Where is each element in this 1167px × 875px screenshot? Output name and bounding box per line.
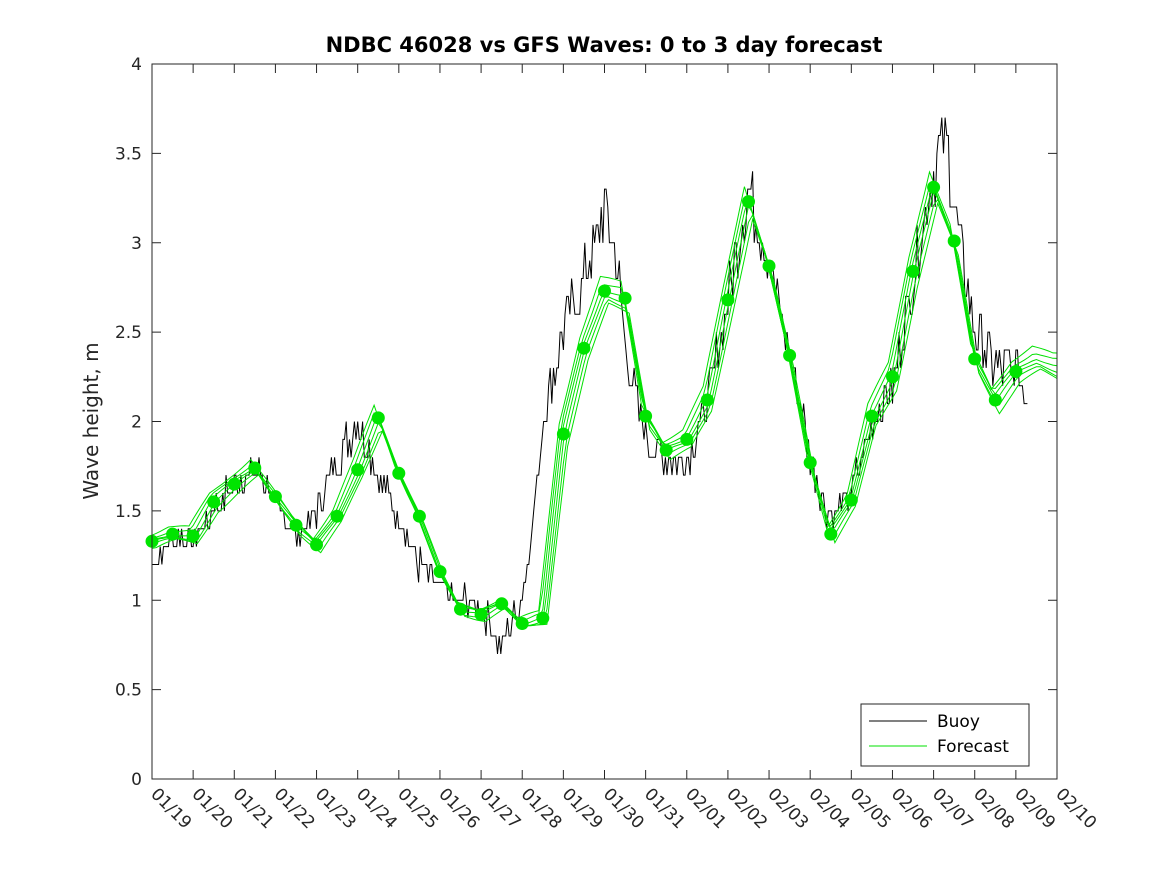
forecast-marker [227, 477, 241, 491]
plot-frame [151, 63, 1058, 780]
x-tick-label: 02/08 [969, 784, 1018, 833]
y-axis: 0 0.5 1 1.5 2 2.5 3 3.5 4 [115, 55, 1057, 790]
x-tick-label: 02/04 [805, 784, 854, 833]
forecast-marker [433, 565, 447, 579]
chart-title: NDBC 46028 vs GFS Waves: 0 to 3 day fore… [326, 33, 883, 57]
forecast-marker [186, 529, 200, 543]
x-tick-label: 02/05 [846, 784, 895, 833]
forecast-marker [351, 463, 365, 477]
x-tick-label: 01/20 [188, 784, 237, 833]
forecast-marker [865, 409, 879, 423]
forecast-marker [886, 370, 899, 384]
forecast-marker [556, 427, 570, 441]
x-tick-label: 02/02 [722, 784, 771, 833]
forecast-marker [906, 264, 920, 278]
forecast-marker [618, 291, 632, 305]
forecast-marker [968, 352, 982, 366]
x-tick-label: 01/25 [393, 784, 442, 833]
forecast-marker [762, 259, 776, 273]
forecast-marker [371, 411, 385, 425]
forecast-marker [474, 608, 488, 621]
forecast-marker [1009, 365, 1023, 378]
forecast-line [151, 201, 1058, 627]
y-tick-label: 0 [131, 770, 142, 790]
x-tick-label: 01/22 [270, 784, 319, 833]
forecast-marker [166, 527, 180, 541]
forecast-marker [700, 393, 714, 407]
x-tick-label: 01/24 [352, 784, 401, 833]
legend-forecast-label: Forecast [937, 737, 1009, 757]
forecast-marker [515, 617, 529, 630]
x-tick-label: 01/28 [517, 784, 566, 833]
buoy-series [152, 117, 1028, 654]
forecast-marker [721, 293, 735, 307]
x-tick-label: 01/31 [640, 784, 689, 833]
forecast-marker [680, 432, 694, 446]
legend: Buoy Forecast [860, 703, 1030, 767]
forecast-marker [495, 597, 509, 611]
forecast-marker [289, 518, 303, 532]
x-tick-label: 01/26 [434, 784, 483, 833]
forecast-marker [207, 495, 221, 509]
x-tick-label: 02/07 [928, 784, 977, 833]
legend-box [860, 703, 1030, 767]
x-tick-label: 02/10 [1051, 784, 1100, 833]
forecast-marker [268, 490, 282, 504]
x-tick-label: 02/01 [681, 784, 730, 833]
forecast-marker [412, 509, 426, 523]
forecast-marker [598, 284, 611, 298]
forecast-marker [248, 461, 262, 475]
forecast-marker [803, 456, 817, 470]
y-tick-label: 2.5 [115, 323, 142, 343]
forecast-marker [927, 180, 941, 194]
x-tick-label: 01/23 [311, 784, 360, 833]
forecast-marker [330, 509, 344, 523]
y-axis-label: Wave height, m [79, 342, 103, 499]
forecast-marker [947, 234, 961, 248]
forecast-marker [639, 409, 653, 423]
forecast-marker [310, 538, 323, 552]
forecast-marker [536, 611, 550, 625]
y-tick-label: 1.5 [115, 502, 142, 522]
forecast-marker [742, 195, 755, 209]
legend-buoy-label: Buoy [937, 712, 980, 732]
x-tick-label: 01/21 [229, 784, 278, 833]
y-tick-label: 3 [131, 234, 142, 254]
forecast-line [151, 198, 1058, 627]
y-tick-label: 3.5 [115, 144, 142, 164]
x-tick-label: 02/06 [887, 784, 936, 833]
forecast-marker [392, 466, 406, 480]
forecast-marker [577, 341, 591, 355]
forecast-series [151, 170, 1058, 627]
x-tick-label: 01/29 [558, 784, 607, 833]
forecast-marker [454, 602, 467, 616]
forecast-marker [844, 493, 858, 507]
buoy-line [152, 117, 1028, 654]
y-tick-label: 1 [131, 591, 142, 611]
x-tick-label: 02/03 [764, 784, 813, 833]
y-tick-label: 4 [131, 55, 142, 75]
forecast-marker [988, 393, 1002, 407]
forecast-markers [145, 180, 1023, 630]
x-tick-label: 01/19 [146, 784, 195, 833]
x-tick-label: 01/27 [476, 784, 525, 833]
forecast-marker [659, 443, 673, 457]
y-tick-label: 0.5 [115, 681, 142, 701]
forecast-marker [783, 348, 797, 362]
x-tick-label: 02/09 [1010, 784, 1059, 833]
x-tick-label: 01/30 [599, 784, 648, 833]
y-tick-label: 2 [131, 413, 142, 433]
forecast-marker [824, 527, 838, 541]
forecast-line [151, 170, 1058, 619]
